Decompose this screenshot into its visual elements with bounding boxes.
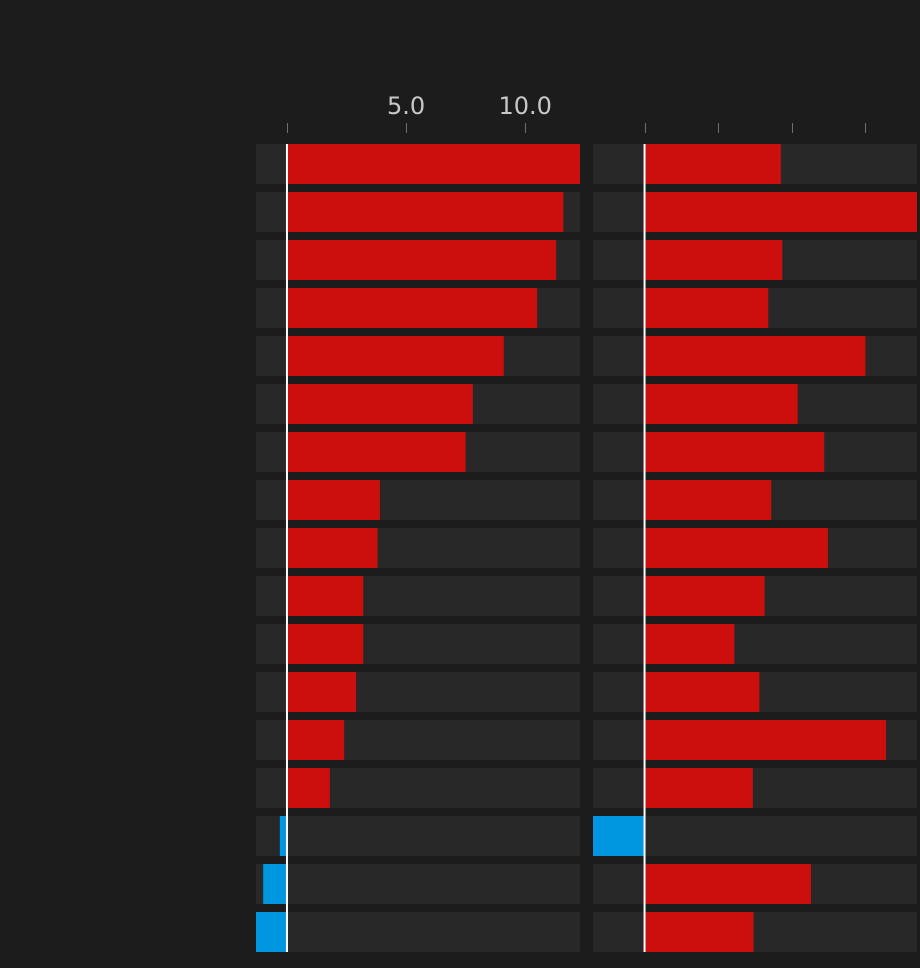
bar-2-10 <box>644 576 765 616</box>
axis-tick-label-1-1: 5.0 <box>387 92 425 120</box>
bar-1-12 <box>286 672 357 712</box>
bar-2-3 <box>644 240 783 280</box>
bar-track-2-14 <box>593 768 917 808</box>
bar-1-10 <box>286 576 364 616</box>
bar-track-1-17 <box>256 912 580 952</box>
bar-2-6 <box>644 384 798 424</box>
bar-2-9 <box>644 528 828 568</box>
bar-1-14 <box>286 768 330 808</box>
bar-1-3 <box>286 240 557 280</box>
bar-2-8 <box>644 480 772 520</box>
bar-2-1 <box>644 144 781 184</box>
bar-1-9 <box>286 528 378 568</box>
bar-track-2-15 <box>593 816 917 856</box>
bar-1-16 <box>263 864 287 904</box>
bar-1-4 <box>286 288 538 328</box>
bar-2-7 <box>644 432 825 472</box>
bar-2-14 <box>644 768 753 808</box>
bar-1-11 <box>286 624 364 664</box>
bar-1-6 <box>286 384 473 424</box>
bar-1-8 <box>286 480 380 520</box>
bar-1-15 <box>279 816 287 856</box>
bar-track-2-17 <box>593 912 917 952</box>
bar-track-1-15 <box>256 816 580 856</box>
bar-1-2 <box>286 192 564 232</box>
bar-2-17 <box>644 912 754 952</box>
bar-1-7 <box>286 432 466 472</box>
axis-tick-label-1-2: 10.0 <box>498 92 551 120</box>
bar-2-15 <box>593 816 645 856</box>
bar-2-12 <box>644 672 760 712</box>
bar-track-1-16 <box>256 864 580 904</box>
bar-1-17 <box>256 912 287 952</box>
bar-2-11 <box>644 624 735 664</box>
bar-track-2-11 <box>593 624 917 664</box>
bar-2-5 <box>644 336 866 376</box>
bar-1-1 <box>286 144 580 184</box>
bar-2-16 <box>644 864 811 904</box>
bar-2-2 <box>644 192 917 232</box>
bar-2-13 <box>644 720 887 760</box>
bar-1-13 <box>286 720 345 760</box>
bar-1-5 <box>286 336 504 376</box>
bar-2-4 <box>644 288 769 328</box>
